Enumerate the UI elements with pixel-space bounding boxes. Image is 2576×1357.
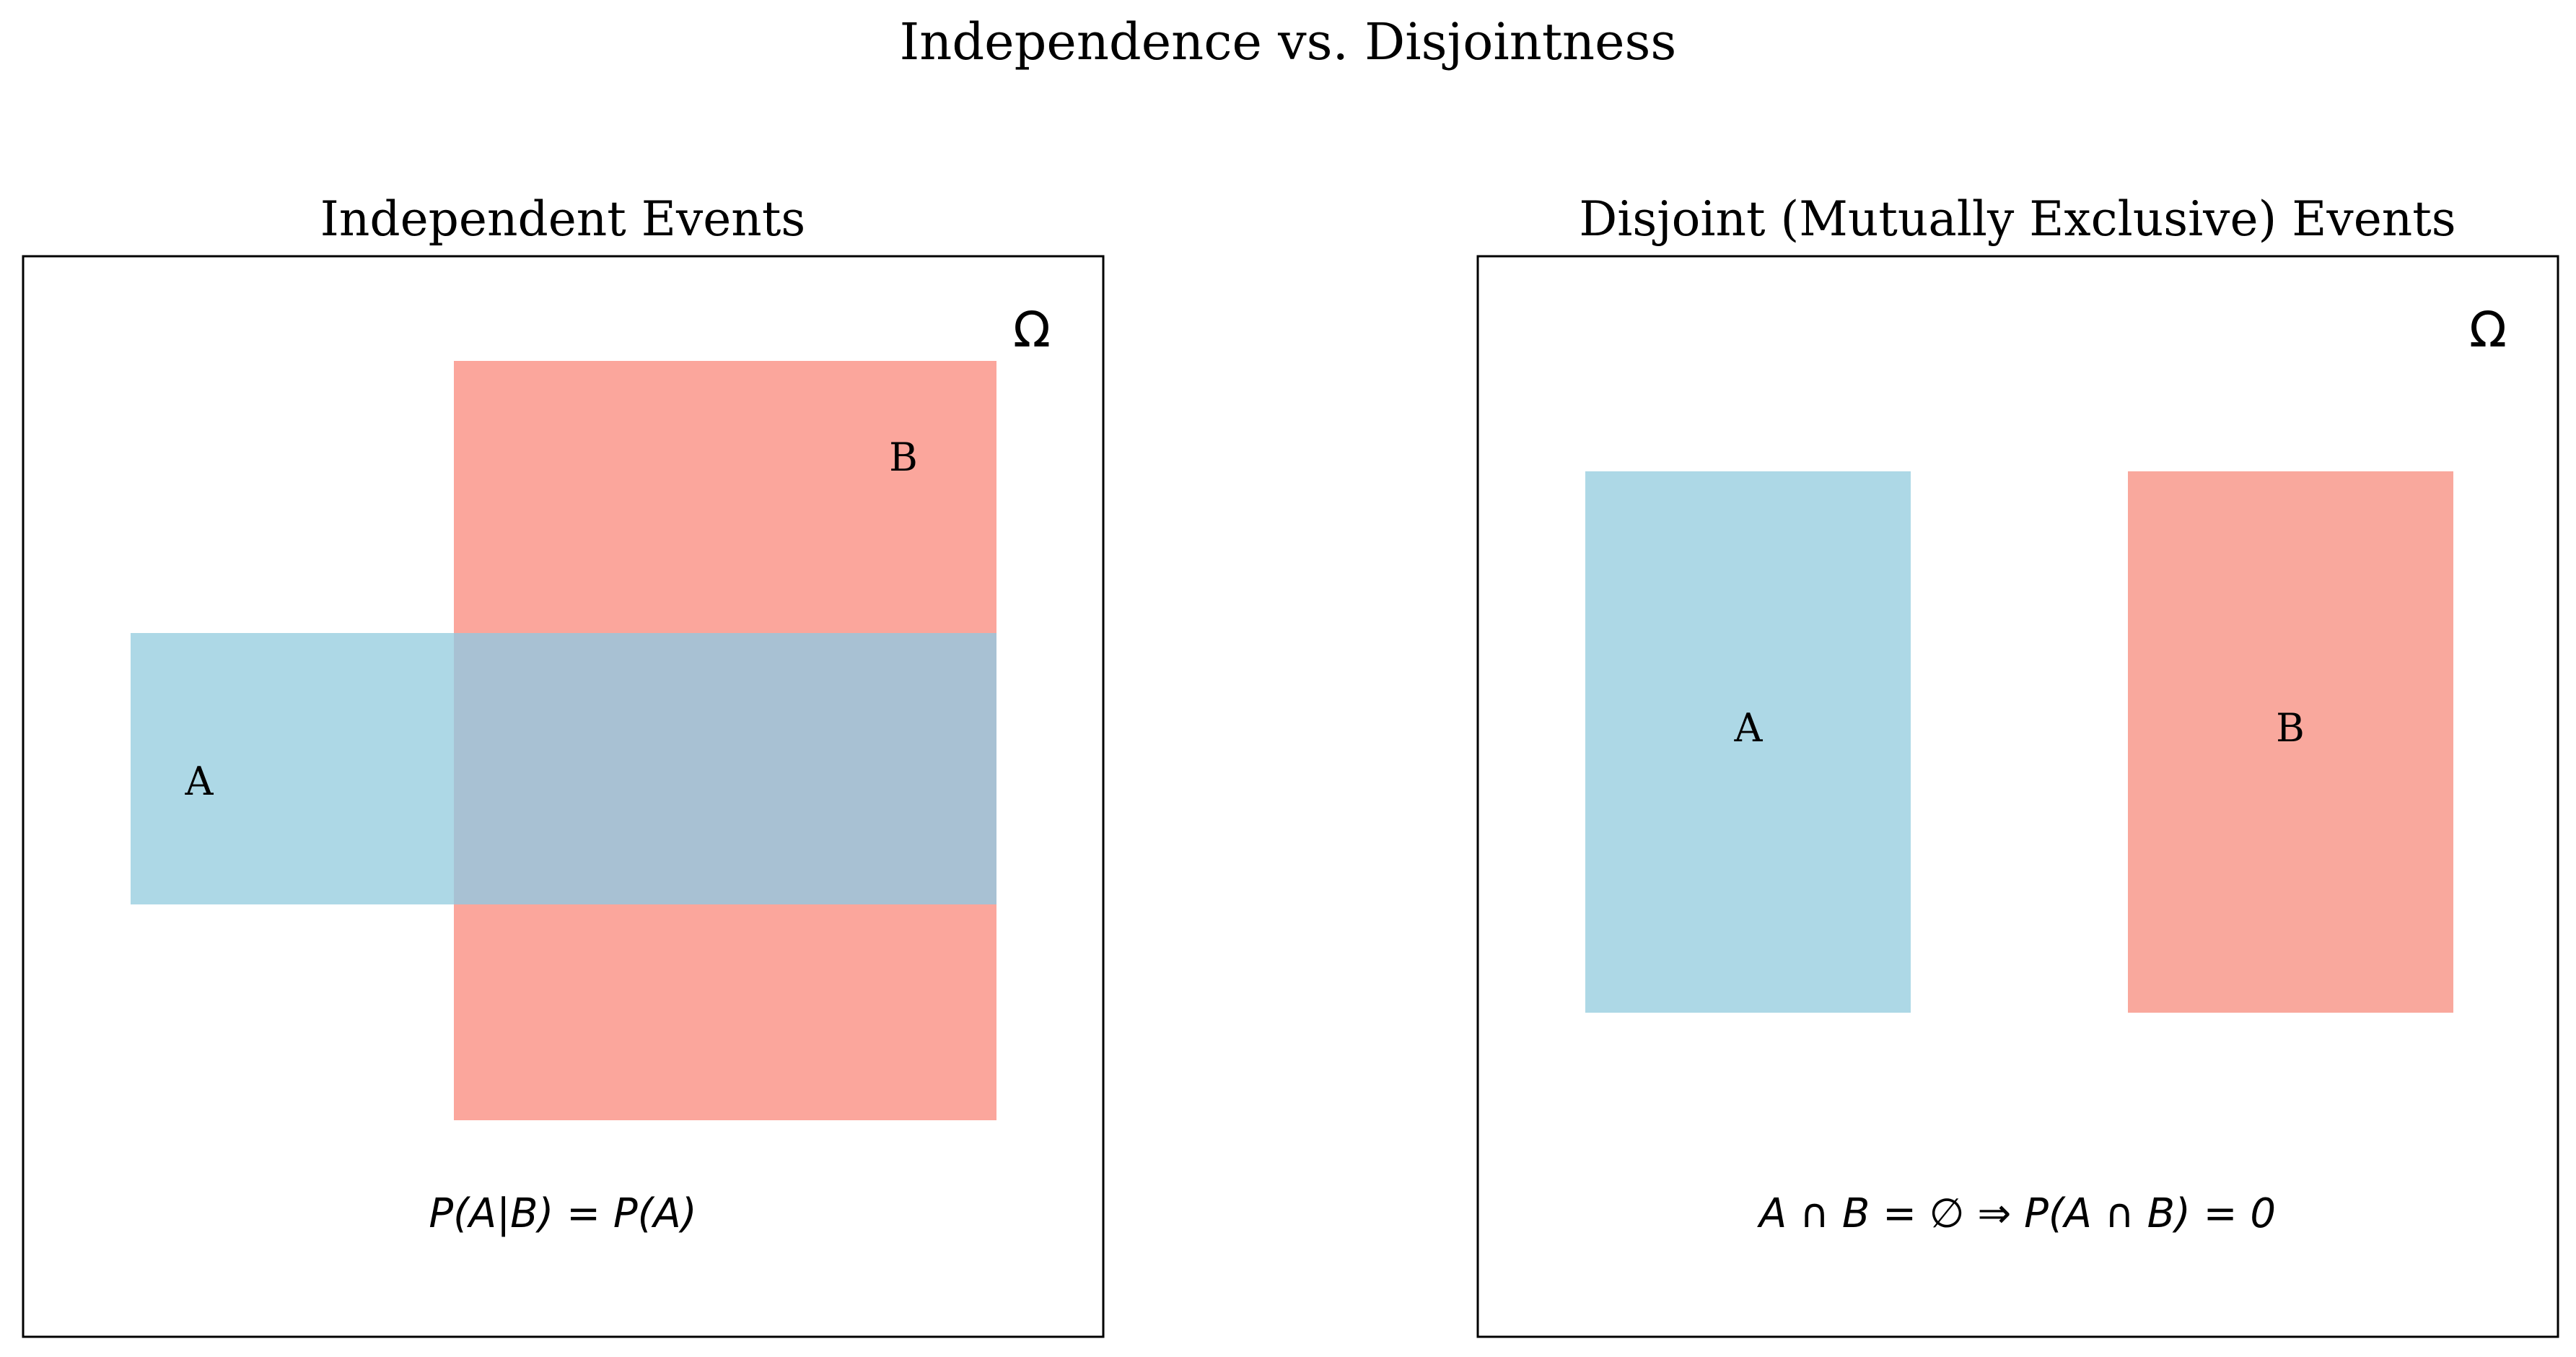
event-a-region-right [454,633,996,904]
omega-label: Ω [2469,302,2507,359]
event-a-region [1585,471,1911,1013]
panel-title-independent: Independent Events [320,191,805,247]
independence-formula: P(A|B) = P(A) [429,1190,696,1237]
event-b-region [2128,471,2453,1013]
disjoint-formula: A ∩ B = ∅ ⇒ P(A ∩ B) = 0 [1757,1190,2276,1237]
panel-disjoint: Disjoint (Mutually Exclusive) Events Ω A… [1476,191,2559,1338]
omega-label: Ω [1013,302,1051,359]
sample-space-frame [22,255,1105,1338]
event-b-label: B [889,435,918,480]
event-b-label: B [2276,705,2305,751]
sample-space-frame [1476,255,2559,1338]
figure-title: Independence vs. Disjointness [900,12,1677,71]
panel-title-disjoint: Disjoint (Mutually Exclusive) Events [1579,191,2455,247]
event-a-label: A [185,759,214,804]
event-a-label: A [1734,705,1764,751]
panel-independent: Independent Events Ω B A P(A|B) = P(A) [22,191,1105,1338]
